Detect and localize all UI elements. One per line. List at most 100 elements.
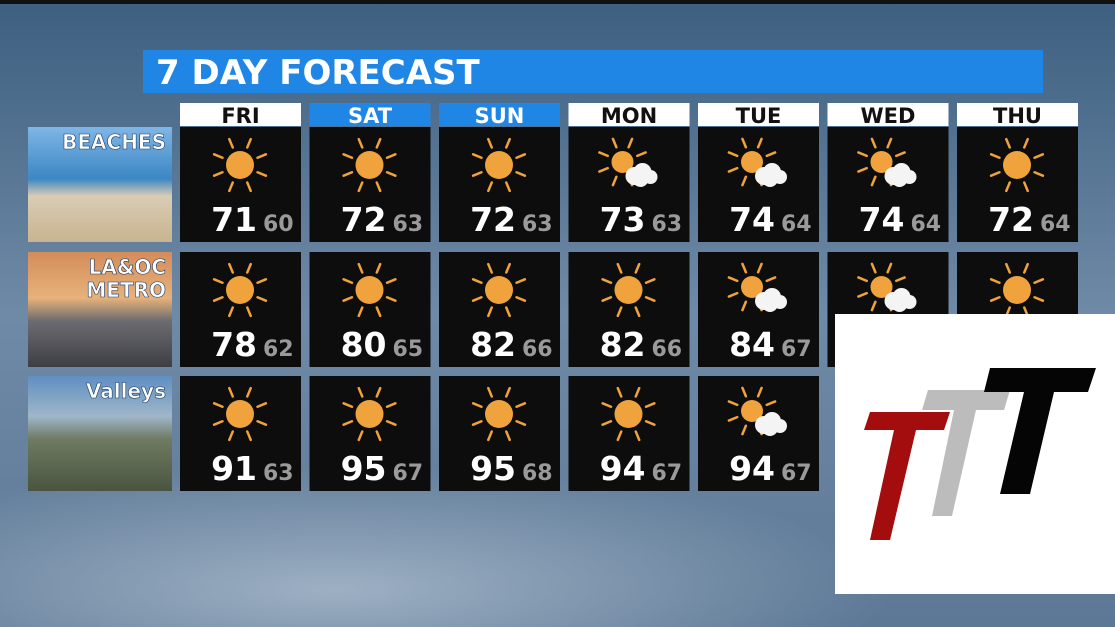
cloud (891, 296, 908, 312)
sun-ray (741, 137, 748, 149)
sun-ray (228, 262, 234, 274)
sun-ray (505, 306, 511, 318)
sun-ray (385, 420, 397, 426)
sun-ray (598, 151, 609, 158)
sun-ray (375, 386, 382, 398)
high-temp: 82 (470, 325, 516, 364)
forecast-cell: 95 67 (309, 376, 431, 491)
sun-ray (487, 386, 493, 398)
high-temp: 80 (341, 325, 387, 364)
sun-ray (644, 402, 656, 408)
region-label: LA&OC (89, 255, 166, 279)
sun-ray (212, 420, 224, 426)
sun-ray (375, 306, 382, 318)
day-label: SAT (348, 104, 393, 128)
sun-ray (870, 175, 877, 187)
sun-ray (505, 386, 511, 398)
sun-ray (601, 278, 613, 284)
sun-ray (1023, 137, 1029, 149)
sun-ray (765, 276, 777, 283)
sun-ray (505, 430, 511, 442)
sun (355, 276, 384, 304)
sun-ray (634, 430, 641, 442)
sun-ray (601, 296, 613, 302)
sun-ray (342, 296, 354, 302)
sun-ray (385, 402, 397, 408)
forecast-cell: 71 60 (180, 127, 301, 242)
sun-ray (342, 153, 354, 159)
day-header (827, 103, 949, 126)
cell-background (439, 376, 560, 491)
sun-ray (756, 137, 763, 149)
sun-ray (989, 296, 1001, 302)
sun (741, 400, 763, 422)
sun-ray (741, 386, 748, 398)
cell-background (180, 252, 301, 367)
high-temp: 73 (600, 200, 646, 239)
forecast-cell: 74 64 (698, 127, 819, 242)
sun-ray (857, 166, 868, 173)
sun-ray (1005, 181, 1011, 193)
logo-box (835, 314, 1115, 594)
low-temp: 60 (263, 212, 294, 237)
forecast-cell: 72 63 (309, 127, 431, 242)
sun-ray (727, 151, 739, 158)
sun-ray (741, 300, 748, 312)
sun-ray (256, 153, 268, 159)
sun-ray (212, 296, 224, 302)
sun-ray (886, 137, 893, 149)
low-temp: 63 (652, 212, 683, 237)
forecast-cell: 80 65 (309, 252, 431, 367)
day-header (957, 103, 1078, 126)
sun (355, 400, 384, 428)
day-header (309, 103, 431, 126)
sun-ray (256, 278, 268, 284)
sun-ray (634, 262, 641, 274)
sun-ray (1033, 278, 1045, 284)
sun-ray (601, 402, 613, 408)
sun-ray (505, 181, 511, 193)
sun-ray (727, 276, 739, 283)
sun-ray (246, 306, 252, 318)
cloud (762, 296, 778, 312)
forecast-cell: 78 62 (180, 252, 301, 367)
sun-ray (375, 137, 382, 149)
sun (485, 151, 513, 179)
region-label: Valleys (86, 379, 166, 403)
forecast-cell: 82 66 (568, 252, 690, 367)
high-temp: 72 (988, 200, 1034, 239)
title-bar (143, 50, 1043, 93)
sun (1003, 151, 1031, 179)
cell-background (309, 127, 431, 242)
sun (614, 400, 643, 428)
sun-ray (487, 306, 493, 318)
sun-ray (989, 278, 1001, 284)
region-label: METRO (86, 278, 166, 302)
day-label: THU (993, 104, 1042, 128)
sun-ray (644, 278, 656, 284)
sun-ray (857, 276, 868, 283)
sun-ray (616, 262, 623, 274)
day-label: FRI (221, 104, 259, 128)
sun (226, 151, 254, 179)
sun-ray (741, 424, 748, 436)
cell-background (568, 376, 690, 491)
sun-ray (1005, 262, 1011, 274)
sun-ray (212, 278, 224, 284)
low-temp: 63 (522, 212, 553, 237)
sun-ray (505, 262, 511, 274)
sun-ray (342, 171, 354, 177)
cloud (762, 171, 778, 187)
logo-letter (864, 412, 950, 540)
sun-ray (515, 402, 527, 408)
sun-ray (1023, 181, 1029, 193)
low-temp: 66 (522, 337, 553, 362)
sun-ray (756, 262, 763, 274)
sun-ray (515, 296, 527, 302)
sun-ray (256, 420, 268, 426)
logo-letter (922, 390, 1010, 516)
sun-ray (256, 171, 268, 177)
